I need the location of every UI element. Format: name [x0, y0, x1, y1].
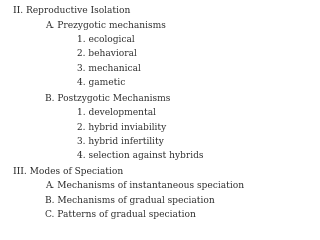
Text: 3. mechanical: 3. mechanical: [77, 64, 140, 73]
Text: 3. hybrid infertility: 3. hybrid infertility: [77, 137, 164, 146]
Text: III. Modes of Speciation: III. Modes of Speciation: [13, 167, 123, 176]
Text: 2. hybrid inviability: 2. hybrid inviability: [77, 123, 166, 132]
Text: C. Patterns of gradual speciation: C. Patterns of gradual speciation: [45, 210, 196, 219]
Text: 1. ecological: 1. ecological: [77, 35, 134, 44]
Text: A. Mechanisms of instantaneous speciation: A. Mechanisms of instantaneous speciatio…: [45, 181, 244, 191]
Text: B. Postzygotic Mechanisms: B. Postzygotic Mechanisms: [45, 94, 170, 103]
Text: 4. selection against hybrids: 4. selection against hybrids: [77, 151, 203, 161]
Text: 4. gametic: 4. gametic: [77, 78, 125, 87]
Text: A. Prezygotic mechanisms: A. Prezygotic mechanisms: [45, 21, 166, 30]
Text: 1. developmental: 1. developmental: [77, 108, 156, 117]
Text: II. Reproductive Isolation: II. Reproductive Isolation: [13, 6, 130, 15]
Text: B. Mechanisms of gradual speciation: B. Mechanisms of gradual speciation: [45, 196, 214, 205]
Text: 2. behavioral: 2. behavioral: [77, 49, 137, 59]
